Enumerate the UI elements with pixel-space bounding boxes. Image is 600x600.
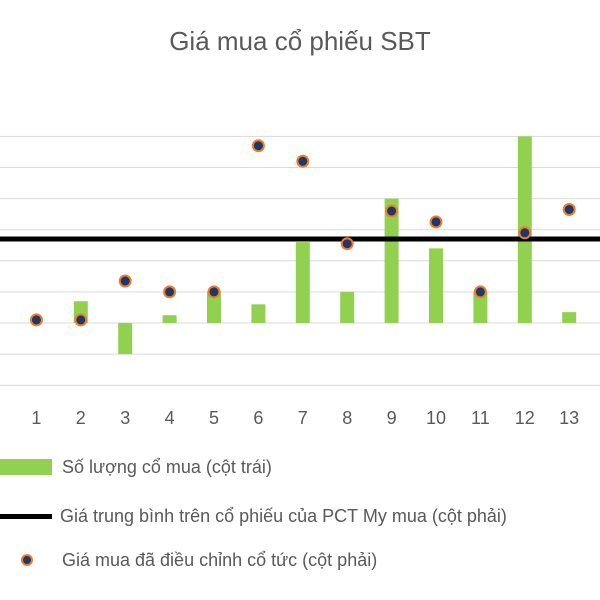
bar bbox=[473, 291, 488, 323]
legend-item-line: Giá trung bình trên cổ phiếu của PCT My … bbox=[0, 496, 600, 536]
x-tick-label: 5 bbox=[209, 408, 219, 428]
bar bbox=[162, 315, 177, 323]
legend-item-bars: Số lượng cổ mua (cột trái) bbox=[0, 447, 600, 487]
x-tick-label: 7 bbox=[298, 408, 308, 428]
x-tick-label: 13 bbox=[559, 408, 579, 428]
bar bbox=[207, 291, 221, 323]
scatter-point bbox=[518, 226, 532, 240]
legend-label-bars: Số lượng cổ mua (cột trái) bbox=[62, 456, 272, 477]
scatter-point bbox=[429, 215, 443, 229]
x-tick-label: 11 bbox=[471, 408, 490, 428]
bar bbox=[340, 291, 355, 323]
scatter-point bbox=[340, 237, 354, 251]
x-tick-label: 12 bbox=[515, 408, 535, 428]
legend-label-points: Giá mua đã điều chỉnh cổ tức (cột phải) bbox=[62, 549, 378, 570]
bar bbox=[562, 312, 577, 323]
bar bbox=[251, 304, 266, 323]
x-tick-label: 10 bbox=[426, 408, 446, 428]
legend-swatch-line bbox=[0, 513, 52, 519]
x-tick-label: 4 bbox=[165, 408, 175, 428]
x-tick-label: 3 bbox=[120, 408, 130, 428]
bar bbox=[429, 248, 443, 323]
scatter-point bbox=[163, 285, 177, 299]
scatter-point bbox=[207, 285, 221, 299]
scatter-point bbox=[385, 204, 399, 218]
legend-item-points: Giá mua đã điều chỉnh cổ tức (cột phải) bbox=[0, 540, 600, 580]
scatter-point bbox=[118, 274, 132, 288]
bar bbox=[295, 242, 310, 323]
legend-swatch-bars bbox=[0, 459, 52, 475]
x-tick-label: 8 bbox=[342, 408, 352, 428]
legend-swatch-points bbox=[0, 552, 52, 568]
x-tick-label: 6 bbox=[253, 408, 263, 428]
scatter-point bbox=[562, 202, 576, 216]
scatter-point bbox=[29, 313, 43, 327]
x-tick-label: 1 bbox=[31, 408, 41, 428]
x-tick-label: 9 bbox=[387, 408, 397, 428]
scatter-point bbox=[296, 154, 310, 168]
chart-title: Giá mua cổ phiếu SBT bbox=[169, 26, 431, 56]
bar bbox=[118, 323, 133, 355]
legend-label-line: Giá trung bình trên cổ phiếu của PCT My … bbox=[60, 505, 507, 526]
x-tick-label: 2 bbox=[76, 408, 86, 428]
scatter-point bbox=[251, 139, 265, 153]
scatter-point bbox=[473, 285, 487, 299]
bar bbox=[384, 198, 399, 323]
scatter-point bbox=[74, 313, 88, 327]
